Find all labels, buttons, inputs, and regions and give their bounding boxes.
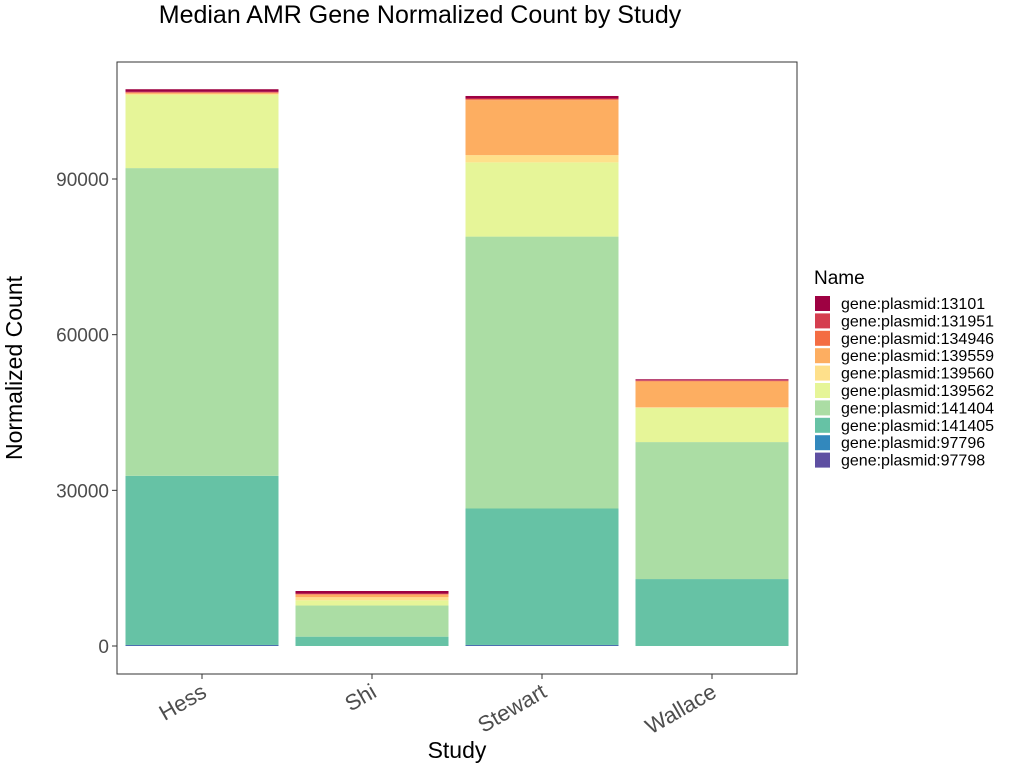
- bar-segment-stewart-gene-plasmid-139560: [465, 155, 619, 163]
- legend-label-gene-plasmid-141404: gene:plasmid:141404: [841, 400, 994, 417]
- legend-label-gene-plasmid-139560: gene:plasmid:139560: [841, 366, 994, 383]
- legend-swatch-gene-plasmid-141404: [815, 400, 830, 416]
- legend: Name gene:plasmid:13101gene:plasmid:1319…: [814, 268, 994, 470]
- legend-swatch-gene-plasmid-139559: [815, 348, 830, 364]
- legend-label-gene-plasmid-13101: gene:plasmid:13101: [841, 296, 985, 313]
- legend-label-gene-plasmid-139559: gene:plasmid:139559: [841, 348, 994, 365]
- bar-segment-stewart-gene-plasmid-131951: [465, 98, 619, 100]
- legend-swatch-gene-plasmid-134946: [815, 330, 830, 346]
- bar-segment-wallace-gene-plasmid-134946: [635, 380, 789, 382]
- legend-label-gene-plasmid-97796: gene:plasmid:97796: [841, 435, 985, 452]
- bar-segment-hess-gene-plasmid-97796: [125, 644, 279, 646]
- legend-swatch-gene-plasmid-97798: [815, 452, 830, 468]
- x-tick-label-shi: Shi: [340, 679, 380, 717]
- bar-segment-hess-gene-plasmid-139560: [125, 93, 279, 95]
- bar-segment-stewart-gene-plasmid-13101: [465, 95, 619, 99]
- chart-title: Median AMR Gene Normalized Count by Stud…: [159, 1, 682, 29]
- y-tick-label-90000: 90000: [56, 170, 109, 191]
- bar-segment-stewart-gene-plasmid-134946: [465, 99, 619, 101]
- legend-label-gene-plasmid-139562: gene:plasmid:139562: [841, 383, 994, 400]
- bar-segment-shi-gene-plasmid-141405: [295, 636, 449, 646]
- bar-segment-wallace-gene-plasmid-13101: [635, 379, 789, 381]
- legend-swatch-gene-plasmid-141405: [815, 417, 830, 433]
- bar-segment-stewart-gene-plasmid-139559: [465, 100, 619, 156]
- y-axis: 0 30000 60000 90000: [56, 170, 117, 658]
- bar-segment-wallace-gene-plasmid-139560: [635, 407, 789, 408]
- legend-swatch-gene-plasmid-13101: [815, 296, 830, 311]
- bar-segment-hess-gene-plasmid-13101: [125, 89, 279, 92]
- y-tick-label-60000: 60000: [56, 326, 109, 347]
- bar-segment-wallace-gene-plasmid-141404: [635, 442, 789, 580]
- legend-label-gene-plasmid-131951: gene:plasmid:131951: [841, 313, 994, 330]
- bar-segment-wallace-gene-plasmid-141405: [635, 579, 789, 646]
- bar-segment-stewart-gene-plasmid-141405: [465, 508, 619, 645]
- legend-swatch-gene-plasmid-131951: [815, 313, 830, 329]
- x-tick-label-wallace: Wallace: [641, 679, 721, 739]
- legend-label-gene-plasmid-141405: gene:plasmid:141405: [841, 418, 994, 435]
- bar-segment-shi-gene-plasmid-141404: [295, 605, 449, 637]
- bar-segment-wallace-gene-plasmid-139562: [635, 407, 789, 443]
- bar-segment-hess-gene-plasmid-131951: [125, 91, 279, 93]
- bar-segment-wallace-gene-plasmid-139559: [635, 381, 789, 408]
- bar-segment-hess-gene-plasmid-134946: [125, 92, 279, 93]
- bar-segment-shi-gene-plasmid-139562: [295, 600, 449, 606]
- legend-swatch-gene-plasmid-97796: [815, 435, 830, 451]
- bar-segment-shi-gene-plasmid-139559: [295, 594, 449, 598]
- bar-segment-hess-gene-plasmid-141405: [125, 475, 279, 645]
- bar-segment-stewart-gene-plasmid-139562: [465, 162, 619, 237]
- bar-segment-hess-gene-plasmid-97798: [125, 645, 279, 646]
- bar-segment-hess-gene-plasmid-139562: [125, 94, 279, 169]
- bar-segment-shi-gene-plasmid-139560: [295, 597, 449, 601]
- x-axis: Hess Shi Stewart Wallace: [155, 674, 721, 739]
- x-tick-label-hess: Hess: [155, 679, 211, 726]
- bar-segment-stewart-gene-plasmid-141404: [465, 236, 619, 509]
- bar-segment-stewart-gene-plasmid-97798: [465, 645, 619, 646]
- bars-layer: [125, 89, 789, 646]
- bar-segment-shi-gene-plasmid-13101: [295, 591, 449, 594]
- y-tick-label-0: 0: [98, 637, 109, 658]
- bar-segment-wallace-gene-plasmid-131951: [635, 380, 789, 381]
- legend-label-gene-plasmid-97798: gene:plasmid:97798: [841, 453, 985, 470]
- bar-segment-hess-gene-plasmid-139559: [125, 92, 279, 94]
- bar-segment-shi-gene-plasmid-134946: [295, 594, 449, 595]
- bar-segment-stewart-gene-plasmid-97796: [465, 644, 619, 646]
- legend-swatch-gene-plasmid-139560: [815, 365, 830, 381]
- legend-swatch-gene-plasmid-139562: [815, 383, 830, 398]
- bar-segment-shi-gene-plasmid-131951: [295, 593, 449, 595]
- y-axis-title: Normalized Count: [1, 275, 27, 460]
- legend-label-gene-plasmid-134946: gene:plasmid:134946: [841, 331, 994, 348]
- legend-title: Name: [814, 268, 865, 289]
- x-axis-title: Study: [428, 737, 487, 763]
- y-tick-label-30000: 30000: [56, 481, 109, 502]
- plot-panel-border: [116, 61, 798, 675]
- x-tick-label-stewart: Stewart: [473, 679, 550, 738]
- bar-segment-hess-gene-plasmid-141404: [125, 168, 279, 476]
